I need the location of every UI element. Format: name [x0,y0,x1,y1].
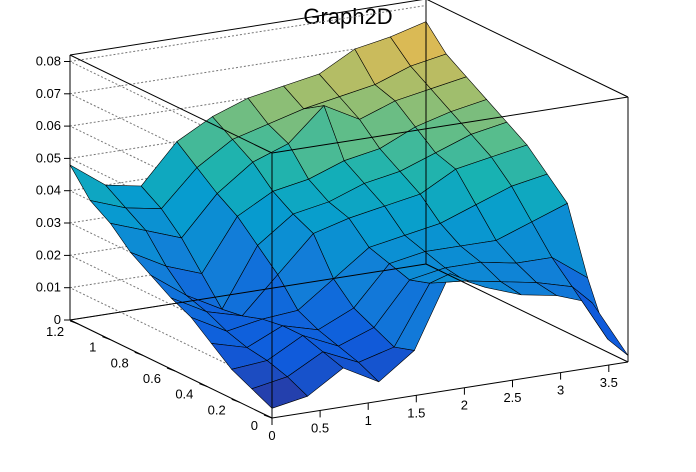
surface-mesh [69,21,629,409]
frame-edge [69,54,273,154]
z-axis: 0 0.01 0.02 0.03 0.04 0.05 0.06 0.07 0.08 [36,54,70,327]
y-tick [166,367,176,372]
y-tick [199,383,208,388]
x-tick-label: 3.5 [600,375,618,390]
x-axis: 0 0.5 1 1.5 2 2.5 3 3.5 [268,365,618,443]
y-tick [69,320,79,325]
z-tick-label: 0.02 [36,247,61,262]
y-tick [134,351,143,356]
y-tick [263,414,273,419]
y-tick [102,336,111,341]
frame-edge [271,96,629,154]
x-tick-label: 0.5 [311,420,329,435]
y-tick-label: 0 [251,418,258,433]
surface-cell [571,286,629,356]
z-tick-label: 0.04 [36,183,61,198]
frame-edge [425,263,629,363]
x-tick-label: 2.5 [503,390,521,405]
y-tick-label: 1 [89,340,96,355]
frame-edge [271,361,629,419]
y-tick-label: 0.6 [143,371,161,386]
z-tick-label: 0.06 [36,118,61,133]
z-tick-label: 0.07 [36,86,61,101]
box-frame [69,0,629,419]
y-tick-label: 1.2 [46,324,64,339]
x-tick-label: 2 [461,398,468,413]
frame-edge [426,0,629,98]
x-tick-label: 1.5 [407,405,425,420]
frame-edge [69,263,427,321]
x-tick-label: 3 [557,383,564,398]
chart-title: Graph2D [303,4,392,29]
grid-line [69,5,427,62]
y-tick-label: 0.2 [208,402,226,417]
x-tick-label: 1 [365,413,372,428]
z-tick-label: 0.08 [36,54,61,69]
frame-edge [69,0,423,56]
y-tick [231,398,240,403]
x-tick-label: 0 [268,428,275,443]
z-tick-label: 0.01 [36,280,61,295]
y-tick-label: 0.4 [175,387,193,402]
z-tick-label: 0 [54,312,61,327]
y-tick-label: 0.8 [111,355,129,370]
z-tick-label: 0.03 [36,215,61,230]
y-axis: 0 0.2 0.4 0.6 0.8 1 1.2 [46,320,273,433]
z-tick-label: 0.05 [36,150,61,165]
